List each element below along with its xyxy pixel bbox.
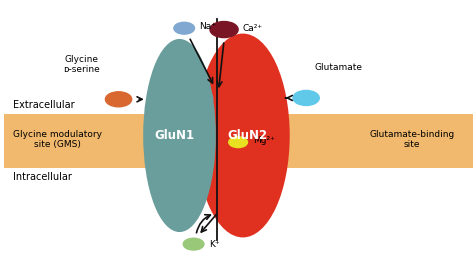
Text: Glycine
ᴅ-serine: Glycine ᴅ-serine xyxy=(63,55,100,74)
Text: Extracellular: Extracellular xyxy=(13,100,74,110)
Circle shape xyxy=(229,137,247,148)
Ellipse shape xyxy=(143,39,216,232)
Circle shape xyxy=(183,238,204,250)
Circle shape xyxy=(174,22,194,34)
Text: Na⁺: Na⁺ xyxy=(199,22,216,31)
Text: GluN1: GluN1 xyxy=(155,129,195,142)
Text: Glutamate-binding
site: Glutamate-binding site xyxy=(369,130,454,149)
Text: K⁺: K⁺ xyxy=(210,240,220,249)
Ellipse shape xyxy=(252,86,285,113)
Ellipse shape xyxy=(183,86,213,112)
Text: Glutamate: Glutamate xyxy=(315,63,363,72)
Ellipse shape xyxy=(196,34,290,237)
Text: Mg²⁺: Mg²⁺ xyxy=(253,136,275,145)
Circle shape xyxy=(210,21,238,38)
Bar xyxy=(4,114,473,168)
Circle shape xyxy=(293,91,319,105)
Text: Ca²⁺: Ca²⁺ xyxy=(243,24,263,33)
Text: GluN2: GluN2 xyxy=(228,129,267,142)
Text: Glycine modulatory
site (GMS): Glycine modulatory site (GMS) xyxy=(13,130,102,149)
Ellipse shape xyxy=(197,82,232,114)
Circle shape xyxy=(105,92,132,107)
Text: Intracellular: Intracellular xyxy=(13,172,72,182)
